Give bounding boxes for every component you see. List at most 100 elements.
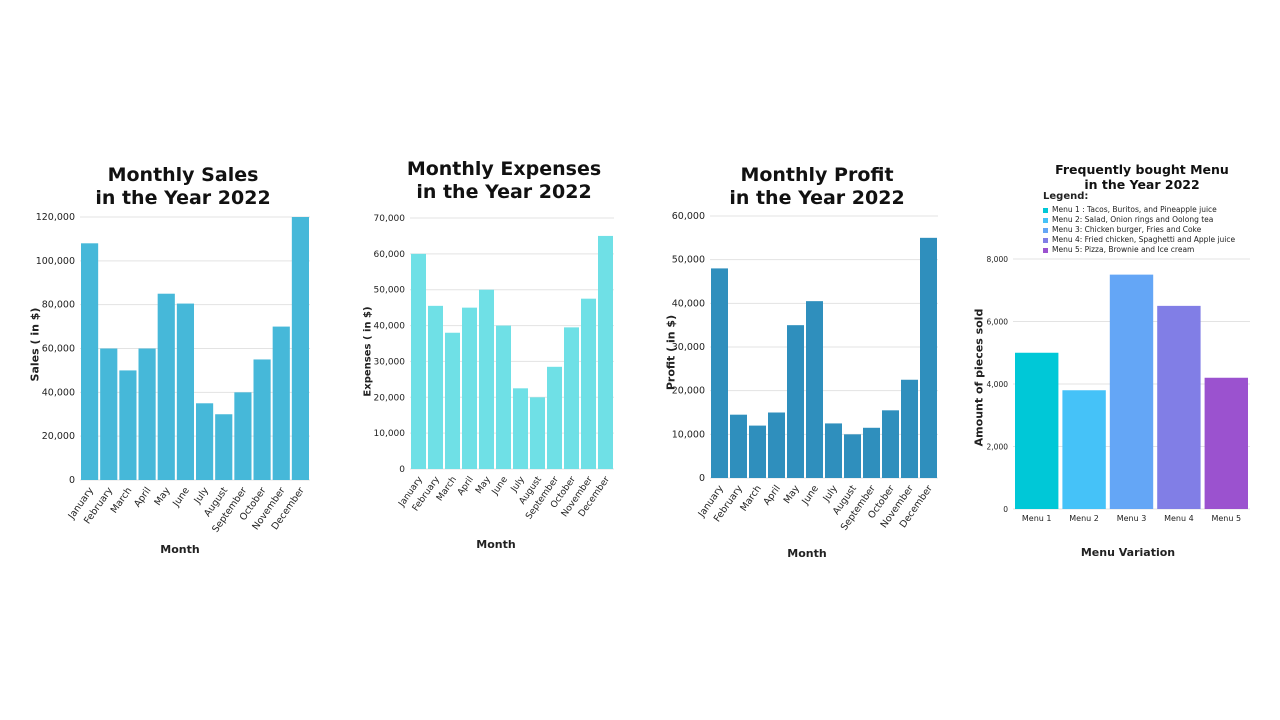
expenses-chart-title: Monthly Expenses in the Year 2022 — [354, 158, 654, 204]
legend-label: Menu 4: Fried chicken, Spaghetti and App… — [1052, 235, 1236, 244]
y-tick-label: 60,000 — [672, 211, 705, 222]
legend-title: Legend: — [1043, 191, 1089, 202]
sales-bar — [138, 348, 156, 480]
sales-bar — [81, 243, 99, 480]
x-category-label: April — [761, 483, 782, 507]
x-category-label: Menu 4 — [1164, 514, 1194, 523]
legend-label: Menu 5: Pizza, Brownie and Ice cream — [1052, 245, 1195, 254]
legend-swatch — [1043, 247, 1048, 253]
profit-bar — [806, 301, 823, 478]
expenses-title-line2: in the Year 2022 — [416, 180, 592, 203]
legend-item-menu-2: Menu 2: Salad, Onion rings and Oolong te… — [1043, 215, 1273, 225]
y-tick-label: 40,000 — [42, 387, 75, 398]
profit-chart-panel: Monthly Profit in the Year 2022 Profit (… — [650, 0, 950, 720]
y-tick-label: 8,000 — [987, 255, 1009, 264]
sales-bar-chart: 0 20,000 40,000 60,000 80,000 100,000 120,000 J… — [36, 212, 310, 535]
y-tick-label: 100,000 — [36, 256, 75, 267]
sales-bar — [253, 359, 271, 480]
profit-bar — [768, 412, 785, 478]
expenses-bar — [530, 397, 545, 469]
legend-item-menu-1: Menu 1 : Tacos, Buritos, and Pineapple j… — [1043, 205, 1273, 215]
expenses-bar — [428, 305, 443, 469]
expenses-bar — [513, 388, 528, 469]
legend-label: Menu 2: Salad, Onion rings and Oolong te… — [1052, 215, 1214, 224]
profit-bar — [882, 410, 899, 478]
y-tick-label: 80,000 — [42, 300, 75, 311]
y-tick-label: 40,000 — [672, 298, 705, 309]
profit-bar — [844, 434, 861, 478]
sales-bar — [119, 370, 137, 480]
legend-label: Menu 3: Chicken burger, Fries and Coke — [1052, 225, 1202, 234]
expenses-bar — [581, 298, 596, 469]
y-tick-label: 20,000 — [672, 386, 705, 397]
menu-bar — [1157, 305, 1201, 509]
menu-title-line1: Frequently bought Menu — [1055, 162, 1229, 177]
x-category-label: Menu 2 — [1069, 514, 1099, 523]
expenses-bar — [479, 289, 494, 469]
menu-x-axis-label: Menu Variation — [1080, 546, 1176, 559]
x-category-label: May — [474, 474, 493, 496]
menu-legend: Legend: Menu 1 : Tacos, Buritos, and Pin… — [1043, 191, 1273, 255]
legend-item-menu-5: Menu 5: Pizza, Brownie and Ice cream — [1043, 245, 1273, 255]
menu-bar — [1204, 377, 1248, 509]
legend-label: Menu 1 : Tacos, Buritos, and Pineapple j… — [1052, 205, 1217, 214]
profit-bar — [901, 379, 918, 478]
x-category-label: April — [132, 485, 153, 509]
y-tick-label: 30,000 — [374, 357, 406, 367]
x-category-label: June — [490, 475, 510, 498]
sales-bar — [157, 293, 175, 480]
y-tick-label: 10,000 — [672, 429, 705, 440]
y-tick-label: 0 — [69, 475, 75, 486]
profit-x-axis-label: Month — [787, 547, 827, 560]
y-tick-label: 40,000 — [374, 322, 406, 332]
menu-chart-panel: Frequently bought Menu in the Year 2022 … — [950, 0, 1280, 720]
sales-title-line1: Monthly Sales — [107, 164, 259, 186]
legend-swatch — [1043, 227, 1048, 233]
profit-bar-chart: 010,00020,00030,00040,00050,00060,000Jan… — [672, 211, 938, 533]
sales-bar — [215, 414, 233, 480]
profit-bar — [863, 427, 880, 478]
y-tick-label: 0 — [699, 473, 705, 484]
sales-chart-title: Monthly Sales in the Year 2022 — [33, 164, 333, 210]
expenses-bar-chart: 0 10,000 20,000 30,000 40,000 50,000 60,000 70,… — [374, 214, 614, 521]
expenses-bar — [547, 366, 562, 469]
y-tick-label: 0 — [1003, 505, 1008, 514]
y-tick-label: 2,000 — [987, 443, 1009, 452]
y-tick-label: 6,000 — [987, 318, 1009, 327]
expenses-title-line1: Monthly Expenses — [406, 158, 602, 180]
y-tick-label: 50,000 — [672, 255, 705, 266]
expenses-chart-panel: Monthly Expenses in the Year 2022 Expens… — [330, 0, 650, 720]
x-category-label: Menu 5 — [1211, 514, 1241, 523]
expenses-x-axis-label: Month — [476, 538, 516, 551]
profit-bar — [711, 268, 728, 478]
menu-bar — [1109, 274, 1154, 509]
menu-chart-title: Frequently bought Menu in the Year 2022 — [992, 162, 1280, 192]
sales-bar — [196, 403, 214, 480]
sales-title-line2: in the Year 2022 — [95, 186, 271, 209]
sales-chart-panel: Monthly Sales in the Year 2022 Sales ( i… — [0, 0, 330, 720]
menu-bar — [1015, 352, 1059, 509]
profit-bar — [920, 237, 937, 478]
profit-bar — [825, 423, 842, 478]
sales-bar — [272, 326, 290, 480]
expenses-bar — [564, 327, 579, 469]
y-tick-label: 4,000 — [987, 380, 1009, 389]
profit-bar — [730, 414, 747, 478]
legend-item-menu-3: Menu 3: Chicken burger, Fries and Coke — [1043, 225, 1273, 235]
menu-bar — [1062, 390, 1106, 509]
y-tick-label: 70,000 — [374, 214, 406, 224]
x-category-label: May — [782, 483, 802, 506]
profit-title-line2: in the Year 2022 — [729, 186, 905, 209]
y-tick-label: 50,000 — [374, 286, 406, 296]
legend-swatch — [1043, 237, 1048, 243]
menu-bar-chart: 0 2,000 4,000 6,000 8,000 Menu 1 Menu 2 Menu 3 M… — [987, 255, 1250, 523]
expenses-bar — [598, 235, 613, 469]
profit-title-line1: Monthly Profit — [740, 164, 894, 186]
profit-bar — [787, 325, 804, 478]
sales-bar — [291, 217, 309, 480]
profit-bar — [749, 425, 766, 478]
expenses-bar — [411, 253, 426, 469]
sales-x-axis-label: Month — [160, 543, 200, 556]
x-category-label: April — [456, 475, 476, 498]
y-tick-label: 60,000 — [374, 250, 406, 260]
